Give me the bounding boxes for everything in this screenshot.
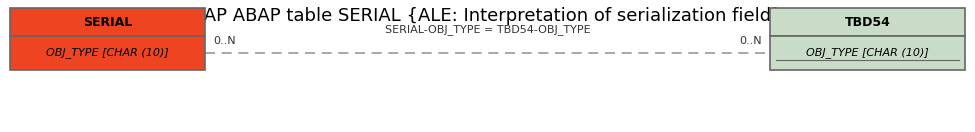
Bar [10, 36, 205, 70]
Bar [770, 8, 965, 36]
Text: SERIAL-OBJ_TYPE = TBD54-OBJ_TYPE: SERIAL-OBJ_TYPE = TBD54-OBJ_TYPE [385, 24, 590, 35]
Text: OBJ_TYPE [CHAR (10)]: OBJ_TYPE [CHAR (10)] [806, 48, 929, 58]
Text: SAP ABAP table SERIAL {ALE: Interpretation of serialization field}: SAP ABAP table SERIAL {ALE: Interpretati… [192, 7, 783, 25]
Text: SERIAL: SERIAL [83, 15, 133, 29]
Text: OBJ_TYPE [CHAR (10)]: OBJ_TYPE [CHAR (10)] [46, 48, 169, 58]
Bar [10, 8, 205, 36]
Text: 0..N: 0..N [739, 36, 762, 46]
Bar [770, 36, 965, 70]
Text: TBD54: TBD54 [844, 15, 890, 29]
Text: 0..N: 0..N [213, 36, 236, 46]
